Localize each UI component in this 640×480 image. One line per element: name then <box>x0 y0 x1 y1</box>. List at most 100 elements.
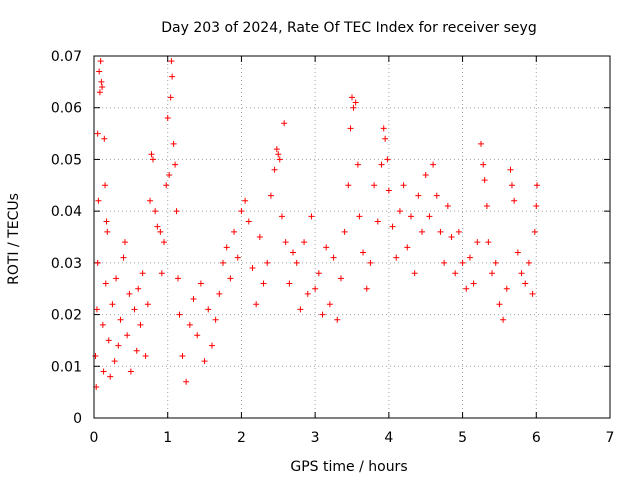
x-tick-label: 6 <box>532 430 541 446</box>
data-point <box>356 213 363 220</box>
data-point <box>169 73 176 80</box>
data-point <box>441 259 448 266</box>
data-point <box>176 311 183 318</box>
data-point <box>478 140 484 147</box>
data-point <box>104 228 111 235</box>
data-point <box>267 192 274 199</box>
data-point <box>367 259 374 266</box>
data-point <box>430 161 437 168</box>
data-point <box>426 213 433 220</box>
data-point <box>170 140 177 147</box>
data-point <box>282 239 289 246</box>
data-point <box>105 337 112 344</box>
data-point <box>96 68 103 75</box>
data-point <box>190 296 197 303</box>
data-point <box>466 254 473 261</box>
data-point <box>97 58 104 65</box>
data-point <box>120 254 127 261</box>
data-point <box>144 301 151 308</box>
data-point <box>147 197 154 204</box>
axis-ticks: 0 1 2 3 4 5 6 7 0 0.01 0.02 0.03 0.04 0.05 0.06 0.07 <box>51 49 615 446</box>
data-point <box>382 135 389 142</box>
data-point <box>158 270 165 277</box>
data-point <box>411 270 418 277</box>
data-point <box>273 146 280 153</box>
data-point <box>363 285 370 292</box>
y-tick-label: 0.04 <box>51 204 82 220</box>
data-point <box>334 316 341 323</box>
data-point <box>496 301 503 308</box>
data-point <box>455 228 462 235</box>
data-point <box>297 306 304 313</box>
y-tick-label: 0.07 <box>51 49 82 65</box>
data-point <box>371 182 378 189</box>
data-point <box>319 311 326 318</box>
data-point <box>124 332 131 339</box>
data-point <box>238 208 245 215</box>
data-point <box>290 249 297 256</box>
data-point <box>168 58 175 65</box>
data-point <box>205 306 212 313</box>
data-point <box>135 285 142 292</box>
data-point <box>459 259 466 266</box>
data-point <box>216 290 223 297</box>
data-point <box>481 177 488 184</box>
data-point <box>452 270 459 277</box>
data-point <box>470 280 477 287</box>
data-point <box>352 99 359 106</box>
data-point <box>404 244 411 251</box>
data-point <box>148 151 155 158</box>
y-tick-label: 0.03 <box>51 256 82 272</box>
x-tick-label: 3 <box>311 430 320 446</box>
data-point <box>485 239 492 246</box>
data-point <box>201 358 208 365</box>
data-point <box>347 125 354 132</box>
data-point <box>315 270 322 277</box>
data-point <box>164 115 171 122</box>
y-axis-label: ROTI / TECUs <box>6 193 22 285</box>
data-point <box>93 306 100 313</box>
data-point <box>94 130 101 137</box>
data-point <box>508 182 515 189</box>
data-point <box>271 166 278 173</box>
data-point <box>249 265 256 272</box>
data-point <box>264 259 271 266</box>
data-point <box>234 254 241 261</box>
data-point <box>212 316 219 323</box>
data-point <box>223 244 230 251</box>
data-point <box>92 352 99 359</box>
data-point <box>480 161 487 168</box>
data-point <box>113 275 120 282</box>
x-tick-label: 1 <box>163 430 172 446</box>
data-point <box>142 352 149 359</box>
data-point <box>179 352 186 359</box>
data-point <box>529 290 536 297</box>
data-point <box>172 161 179 168</box>
x-tick-label: 5 <box>458 430 467 446</box>
data-point <box>96 89 103 96</box>
data-point <box>345 182 352 189</box>
data-point <box>256 234 263 240</box>
data-point <box>483 202 490 209</box>
data-point <box>107 373 114 380</box>
data-point <box>275 151 282 158</box>
data-point <box>139 270 146 277</box>
data-point <box>173 208 180 215</box>
data-point <box>100 368 107 375</box>
data-point <box>227 275 234 282</box>
data-point <box>99 84 106 91</box>
data-point <box>360 249 367 256</box>
data-point <box>463 285 470 292</box>
chart-title: Day 203 of 2024, Rate Of TEC Index for r… <box>161 20 536 36</box>
data-point <box>389 223 396 230</box>
data-point <box>474 239 481 246</box>
data-point <box>126 290 133 297</box>
data-point <box>407 213 414 220</box>
data-point <box>511 197 518 204</box>
data-point <box>308 213 315 220</box>
data-point <box>419 228 426 235</box>
data-point <box>293 259 300 266</box>
data-point <box>534 182 541 189</box>
data-point <box>278 213 285 220</box>
